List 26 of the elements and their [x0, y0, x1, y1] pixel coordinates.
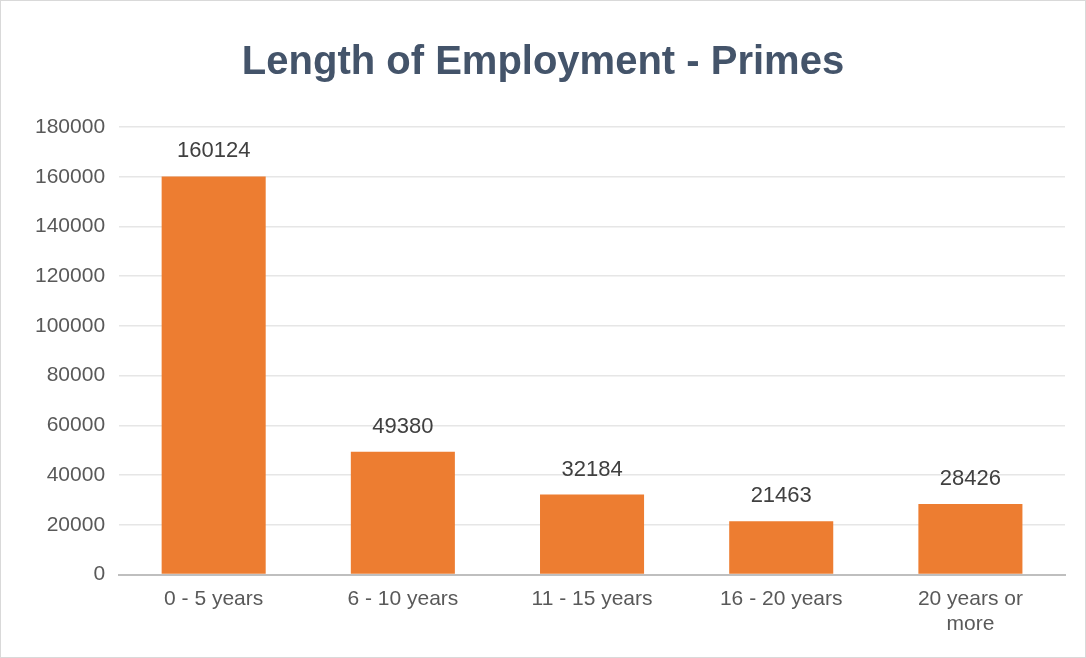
y-tick-label: 180000	[35, 113, 106, 137]
y-tick-label: 40000	[46, 461, 106, 485]
data-label: 49380	[372, 412, 434, 438]
x-tick-label: 0 - 5 years	[164, 586, 264, 609]
y-tick-label: 100000	[35, 312, 106, 336]
bar	[161, 176, 266, 574]
bar	[350, 451, 455, 574]
bar	[729, 521, 834, 574]
y-tick-label: 160000	[35, 163, 106, 187]
bar	[540, 494, 645, 574]
y-tick-label: 80000	[46, 362, 106, 386]
y-tick-label: 60000	[46, 412, 106, 436]
data-label: 32184	[561, 455, 623, 481]
y-tick-label: 140000	[35, 213, 106, 237]
x-tick-label: 11 - 15 years	[531, 586, 653, 609]
x-tick-label: 16 - 20 years	[719, 586, 843, 609]
y-tick-label: 120000	[35, 263, 106, 286]
data-label: 21463	[750, 482, 812, 508]
x-tick-label: 6 - 10 years	[347, 586, 459, 609]
chart-title: Length of Employment - Primes	[241, 38, 845, 83]
y-tick-label: 0	[93, 561, 106, 585]
x-tick-label: 20 years or more	[917, 586, 1023, 635]
data-label: 28426	[939, 464, 1001, 490]
bar	[918, 503, 1023, 574]
y-tick-label: 20000	[46, 511, 106, 535]
data-label: 160124	[176, 137, 251, 163]
